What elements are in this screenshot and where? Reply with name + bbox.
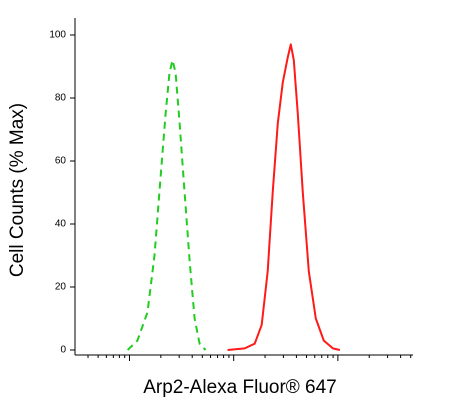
series-line bbox=[126, 59, 207, 351]
y-axis-label: Cell Counts (% Max) bbox=[7, 103, 28, 277]
y-tick-label: 80 bbox=[55, 93, 67, 104]
y-tick-label: 40 bbox=[55, 219, 67, 230]
y-tick-label: 0 bbox=[60, 345, 66, 356]
series-line bbox=[227, 43, 341, 351]
y-tick-label: 100 bbox=[49, 30, 66, 41]
y-tick-label: 60 bbox=[55, 156, 67, 167]
y-tick-label: 20 bbox=[55, 282, 67, 293]
x-axis-label: Arp2-Alexa Fluor® 647 bbox=[143, 377, 337, 398]
